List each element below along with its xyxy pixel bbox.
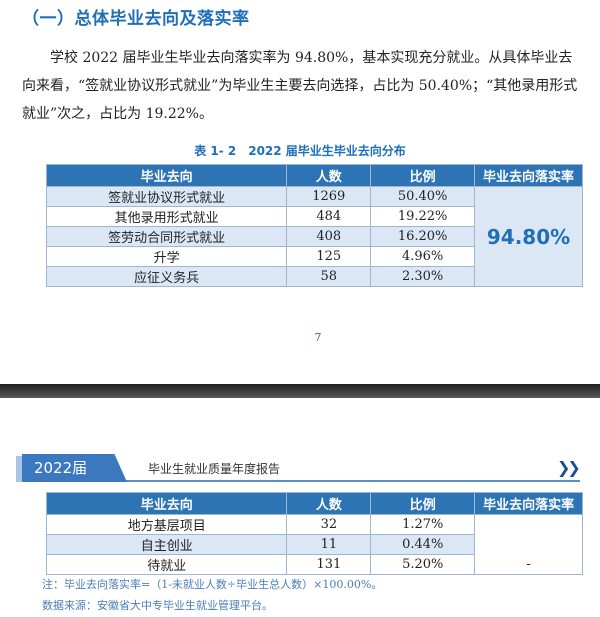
header-destination: 毕业去向 (45, 164, 288, 187)
cell-destination: 签就业协议形式就业 (45, 186, 288, 207)
report-year: 2022届 (34, 459, 88, 477)
report-title: 毕业生就业质量年度报告 (148, 462, 281, 476)
header-count: 人数 (286, 492, 372, 515)
header-rate: 毕业去向落实率 (474, 164, 583, 187)
cell-destination: 应征义务兵 (45, 266, 288, 287)
report-page-1: （一）总体毕业去向及落实率 学校 2022 届毕业生毕业去向落实率为 94.80… (22, 9, 583, 344)
destination-table-2: 毕业去向 人数 比例 毕业去向落实率 地方基层项目 32 1.27% - 自主创… (45, 492, 583, 575)
table-caption: 表 1- 2 2022 届毕业生毕业去向分布 (194, 144, 406, 158)
destination-table-1: 毕业去向 人数 比例 毕业去向落实率 签就业协议形式就业 1269 50.40%… (45, 164, 583, 287)
page-divider (0, 384, 600, 398)
band-tab (22, 454, 127, 482)
cell-destination: 自主创业 (45, 534, 288, 555)
cell-count: 131 (286, 554, 372, 575)
rate-value: - (526, 557, 531, 572)
header-rate: 毕业去向落实率 (474, 492, 583, 515)
table-row: 待就业 131 5.20% (45, 554, 583, 575)
cell-destination: 待就业 (45, 554, 288, 575)
cell-count: 484 (286, 206, 372, 227)
table-row: 签就业协议形式就业 1269 50.40% 94.80% (45, 186, 583, 287)
table-row: 升学 125 4.96% (45, 246, 583, 267)
cell-destination: 地方基层项目 (45, 514, 288, 535)
cell-count: 32 (286, 514, 372, 535)
cell-percent: 4.96% (370, 246, 476, 267)
page-number: 7 (314, 331, 322, 344)
cell-percent: 50.40% (370, 186, 476, 207)
table-row: 应征义务兵 58 2.30% (45, 266, 583, 287)
cell-percent: 16.20% (370, 226, 476, 247)
summary-paragraph: 学校 2022 届毕业生毕业去向落实率为 94.80%，基本实现充分就业。从具体… (22, 50, 578, 122)
data-source-note: 数据来源：安徽省大中专毕业生就业管理平台。 (42, 599, 273, 612)
report-page-2: 2022届 毕业生就业质量年度报告 ❯❯ 毕业去向 人数 比例 毕业去向落实率 … (0, 398, 600, 617)
table-header-row: 毕业去向 人数 比例 毕业去向落实率 (45, 164, 583, 187)
cell-count: 11 (286, 534, 372, 555)
cell-percent: 19.22% (370, 206, 476, 227)
section-heading: （一）总体毕业去向及落实率 (22, 9, 250, 29)
cell-count: 408 (286, 226, 372, 247)
double-chevron-icon: ❯❯ (557, 458, 581, 477)
formula-note: 注：毕业去向落实率=（1-未就业人数÷毕业生总人数）×100.00%。 (42, 578, 383, 591)
report-header-band: 2022届 毕业生就业质量年度报告 ❯❯ (0, 454, 600, 482)
cell-destination: 签劳动合同形式就业 (45, 226, 288, 247)
cell-percent: 0.44% (370, 534, 476, 555)
header-percent: 比例 (370, 164, 476, 187)
cell-count: 58 (286, 266, 372, 287)
cell-destination: 其他录用形式就业 (45, 206, 288, 227)
cell-count: 1269 (286, 186, 372, 207)
header-count: 人数 (286, 164, 372, 187)
rate-cell: - (474, 514, 583, 575)
cell-count: 125 (286, 246, 372, 267)
cell-percent: 1.27% (370, 514, 476, 535)
cell-destination: 升学 (45, 246, 288, 267)
header-destination: 毕业去向 (45, 492, 288, 515)
table-row: 地方基层项目 32 1.27% - (45, 514, 583, 575)
table-header-row: 毕业去向 人数 比例 毕业去向落实率 (45, 492, 583, 515)
rate-value: 94.80% (474, 186, 583, 287)
band-rule (100, 480, 580, 482)
cell-percent: 2.30% (370, 266, 476, 287)
cell-percent: 5.20% (370, 554, 476, 575)
header-percent: 比例 (370, 492, 476, 515)
